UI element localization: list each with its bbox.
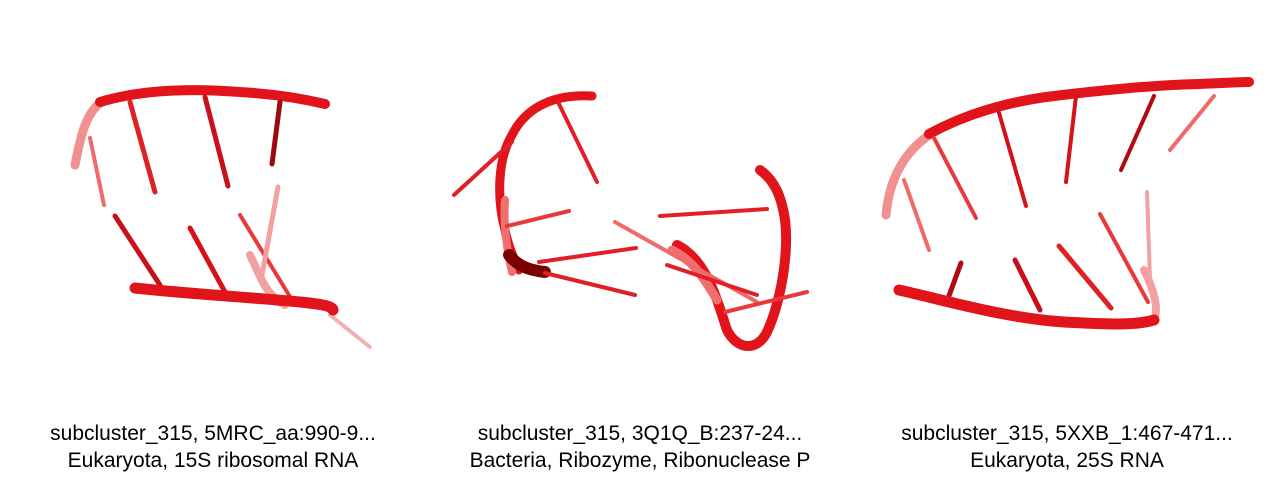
- caption-line-2: Bacteria, Ribozyme, Ribonuclease P: [469, 449, 811, 472]
- caption-line-2: Eukaryota, 15S ribosomal RNA: [67, 449, 359, 472]
- structure-caption: subcluster_315, 3Q1Q_B:237-24... Bacteri…: [427, 420, 853, 474]
- caption-line-2: Eukaryota, 25S RNA: [970, 449, 1164, 472]
- caption-line-1: subcluster_315, 5XXB_1:467-471...: [901, 422, 1233, 445]
- structure-panel-3: subcluster_315, 5XXB_1:467-471... Eukary…: [854, 0, 1280, 480]
- structure-caption: subcluster_315, 5XXB_1:467-471... Eukary…: [854, 420, 1280, 474]
- caption-line-1: subcluster_315, 5MRC_aa:990-9...: [50, 422, 376, 445]
- structure-panel-2: subcluster_315, 3Q1Q_B:237-24... Bacteri…: [427, 0, 853, 480]
- rna-structure-image-1: [70, 85, 372, 349]
- rna-structure-image-3: [881, 77, 1254, 330]
- structure-caption: subcluster_315, 5MRC_aa:990-9... Eukaryo…: [0, 420, 426, 474]
- caption-line-1: subcluster_315, 3Q1Q_B:237-24...: [477, 422, 803, 445]
- structure-panel-1: subcluster_315, 5MRC_aa:990-9... Eukaryo…: [0, 0, 426, 480]
- rna-structure-image-2: [452, 91, 809, 351]
